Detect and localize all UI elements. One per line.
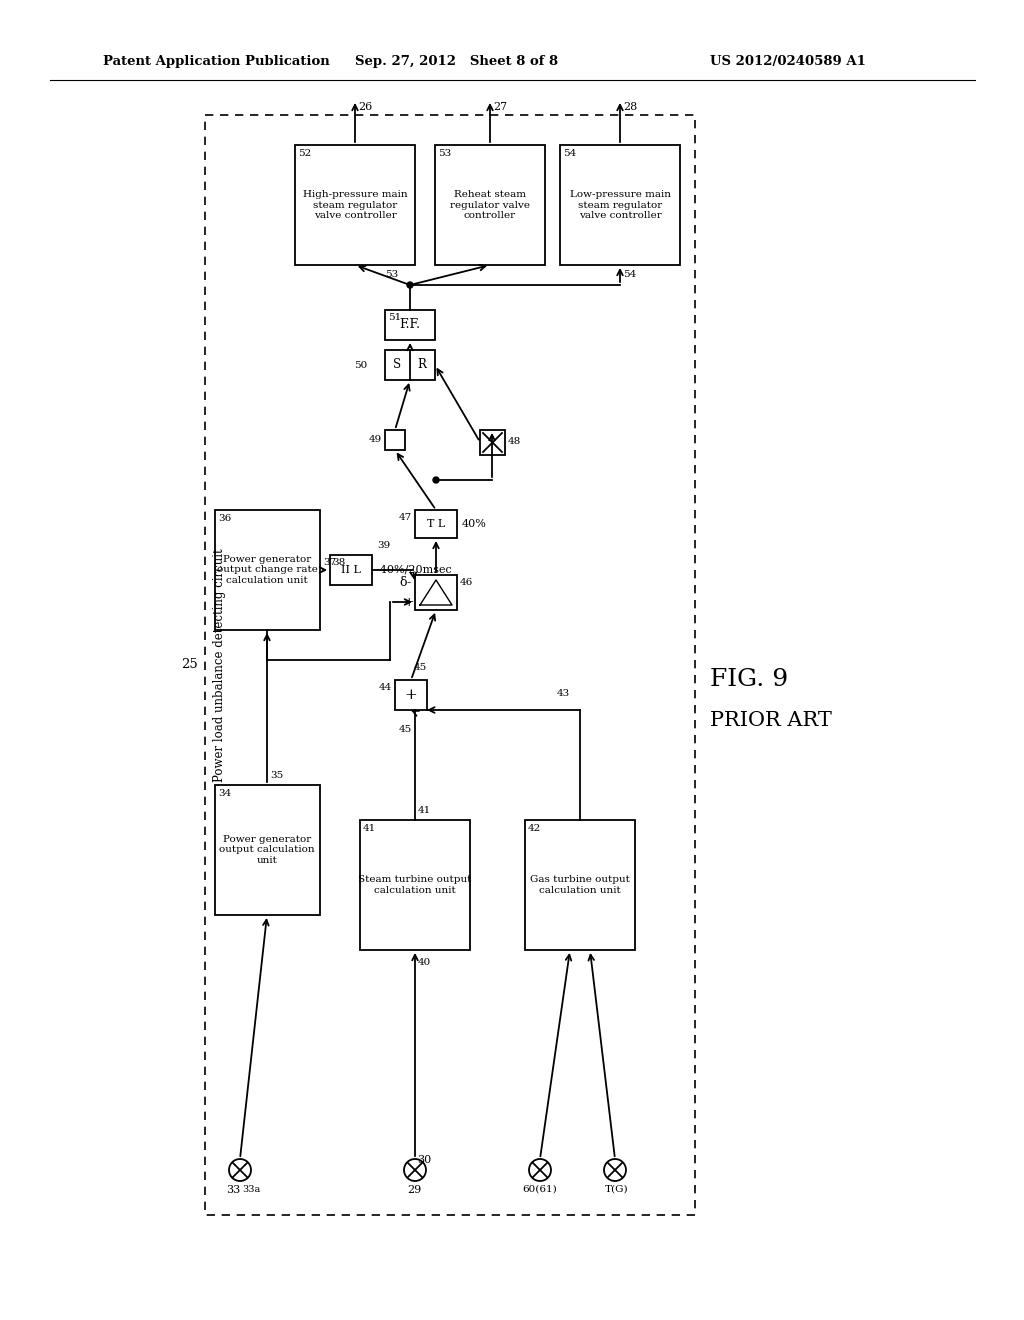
Text: PRIOR ART: PRIOR ART: [710, 710, 831, 730]
Text: Power load unbalance detecting circuit: Power load unbalance detecting circuit: [213, 548, 225, 781]
Text: II L: II L: [341, 565, 360, 576]
Circle shape: [433, 477, 439, 483]
Text: +: +: [403, 595, 415, 609]
Bar: [215, 785, 319, 915]
Text: 53: 53: [385, 271, 398, 279]
Text: 51: 51: [388, 313, 401, 322]
Text: Low-pressure main
steam regulator
valve controller: Low-pressure main steam regulator valve …: [569, 190, 671, 220]
Text: 30: 30: [417, 1155, 431, 1166]
Text: R: R: [418, 359, 426, 371]
Bar: [480, 430, 505, 455]
Text: 45: 45: [414, 663, 427, 672]
Text: 44: 44: [379, 682, 392, 692]
Bar: [395, 680, 427, 710]
Text: 25: 25: [181, 659, 199, 672]
Text: 41: 41: [418, 807, 431, 814]
Text: 40%: 40%: [462, 519, 486, 529]
Text: 38: 38: [332, 558, 345, 568]
Bar: [525, 820, 635, 950]
Text: -40%/20msec: -40%/20msec: [377, 565, 453, 576]
Bar: [360, 820, 470, 950]
Text: 43: 43: [557, 689, 570, 698]
Text: Reheat steam
regulator valve
controller: Reheat steam regulator valve controller: [450, 190, 530, 220]
Bar: [560, 145, 680, 265]
Bar: [295, 145, 415, 265]
Text: 39: 39: [377, 541, 390, 550]
Text: 29: 29: [407, 1185, 421, 1195]
Text: 34: 34: [218, 789, 231, 799]
Text: 26: 26: [358, 102, 373, 112]
Text: 45: 45: [398, 726, 412, 734]
Text: 47: 47: [398, 513, 412, 521]
Text: F.F.: F.F.: [399, 318, 421, 331]
Text: 41: 41: [362, 824, 376, 833]
Text: 49: 49: [369, 436, 382, 445]
Text: 33a: 33a: [242, 1185, 260, 1195]
Text: T L: T L: [427, 519, 445, 529]
Text: Patent Application Publication: Patent Application Publication: [103, 55, 330, 69]
Text: US 2012/0240589 A1: US 2012/0240589 A1: [710, 55, 866, 69]
Text: 27: 27: [493, 102, 507, 112]
Bar: [415, 510, 457, 539]
Bar: [330, 554, 372, 585]
Text: Sep. 27, 2012   Sheet 8 of 8: Sep. 27, 2012 Sheet 8 of 8: [355, 55, 558, 69]
Text: 40: 40: [418, 958, 431, 968]
Text: High-pressure main
steam regulator
valve controller: High-pressure main steam regulator valve…: [303, 190, 408, 220]
Text: Gas turbine output
calculation unit: Gas turbine output calculation unit: [530, 875, 630, 895]
Text: 54: 54: [563, 149, 577, 158]
Bar: [205, 115, 695, 1214]
Text: 33: 33: [226, 1185, 241, 1195]
Text: -: -: [407, 577, 411, 590]
Bar: [415, 576, 457, 610]
Text: T(G): T(G): [605, 1185, 629, 1195]
Text: Power generator
output calculation
unit: Power generator output calculation unit: [219, 836, 314, 865]
Bar: [385, 310, 435, 341]
Text: 35: 35: [270, 771, 284, 780]
Text: 50: 50: [353, 360, 367, 370]
Bar: [385, 430, 406, 450]
Text: 42: 42: [528, 824, 542, 833]
Text: 53: 53: [438, 149, 452, 158]
Text: FIG. 9: FIG. 9: [710, 668, 788, 692]
Bar: [435, 145, 545, 265]
Text: Steam turbine output
calculation unit: Steam turbine output calculation unit: [358, 875, 472, 895]
Text: 52: 52: [298, 149, 311, 158]
Circle shape: [407, 282, 413, 288]
Text: 48: 48: [508, 437, 521, 446]
Text: 37: 37: [323, 558, 336, 568]
Text: 28: 28: [623, 102, 637, 112]
Text: δ: δ: [399, 577, 407, 590]
Text: 54: 54: [623, 271, 636, 279]
Text: S: S: [393, 359, 401, 371]
Bar: [385, 350, 435, 380]
Text: +: +: [404, 688, 418, 702]
Bar: [215, 510, 319, 630]
Text: 36: 36: [218, 513, 231, 523]
Text: Power generator
output change rate
calculation unit: Power generator output change rate calcu…: [216, 556, 317, 585]
Text: 46: 46: [460, 578, 473, 587]
Text: 60(61): 60(61): [522, 1185, 557, 1195]
